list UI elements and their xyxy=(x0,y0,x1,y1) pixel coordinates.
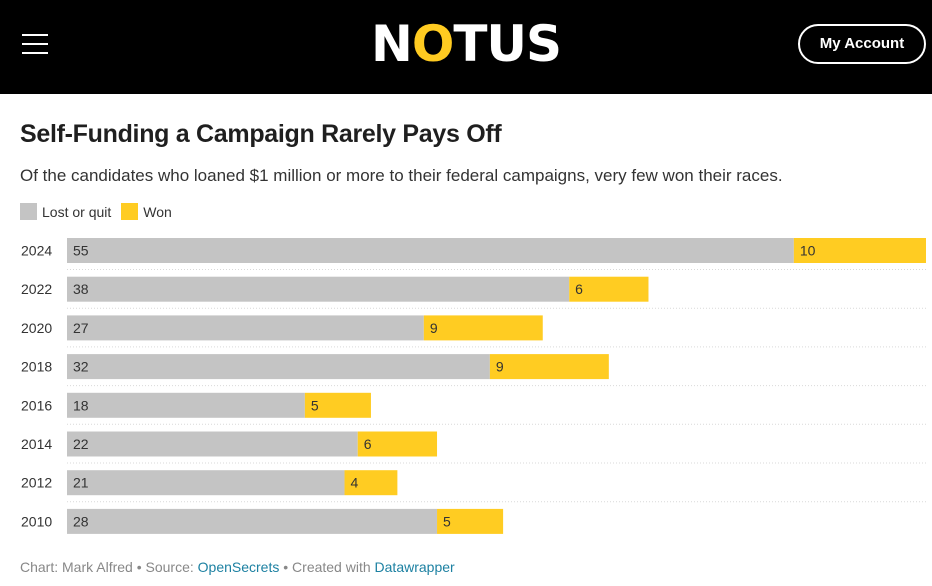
bar-lost xyxy=(67,276,570,302)
bar-value-lost: 55 xyxy=(73,243,89,259)
bar-lost xyxy=(67,470,345,496)
legend-label-won: Won xyxy=(143,203,172,220)
menu-icon-line xyxy=(22,34,48,36)
legend-swatch-won xyxy=(121,203,139,220)
menu-icon-line xyxy=(22,43,48,45)
chart-subtitle: Of the candidates who loaned $1 million … xyxy=(20,166,783,185)
year-label: 2016 xyxy=(21,397,52,413)
footer-created-with: • Created with xyxy=(279,559,375,575)
bar-value-lost: 22 xyxy=(73,436,89,452)
legend-swatch-lost xyxy=(20,203,37,220)
footer-credit: Chart: Mark Alfred • Source: xyxy=(20,559,198,575)
menu-icon-line xyxy=(22,52,48,54)
bar-chart: 2024 55 10 2022 38 6 2020 27 9 2018 32 9 2016 18 5 2014… xyxy=(21,238,926,534)
site-header: NOTUS My Account xyxy=(0,0,932,94)
bar-lost xyxy=(67,315,424,341)
chart-legend: Lost or quit Won xyxy=(20,203,182,220)
source-link[interactable]: OpenSecrets xyxy=(197,559,280,575)
bar-won xyxy=(423,315,543,341)
bar-value-won: 9 xyxy=(496,359,504,375)
bar-lost xyxy=(67,431,358,457)
bar-value-lost: 27 xyxy=(73,320,89,336)
bar-value-won: 6 xyxy=(364,436,372,452)
bar-won xyxy=(569,276,649,302)
bar-value-won: 9 xyxy=(430,320,438,336)
bar-lost xyxy=(67,508,438,534)
site-logo[interactable]: NOTUS xyxy=(0,14,932,74)
bar-value-won: 10 xyxy=(800,243,816,259)
bar-value-won: 5 xyxy=(311,397,319,413)
bar-won xyxy=(793,238,926,263)
bar-value-lost: 32 xyxy=(73,359,89,375)
year-label: 2014 xyxy=(21,436,52,452)
bar-value-won: 4 xyxy=(351,475,359,491)
logo-text: N xyxy=(370,15,413,73)
bar-lost xyxy=(67,392,305,418)
bar-value-lost: 28 xyxy=(73,513,89,529)
logo-text: TUS xyxy=(453,15,562,73)
bar-value-won: 5 xyxy=(443,513,451,529)
bar-value-won: 6 xyxy=(575,281,583,297)
bar-value-lost: 18 xyxy=(73,397,89,413)
bar-value-lost: 38 xyxy=(73,281,89,297)
my-account-button[interactable]: My Account xyxy=(798,24,926,64)
year-label: 2024 xyxy=(21,243,52,259)
year-label: 2012 xyxy=(21,475,52,491)
legend-label-lost: Lost or quit xyxy=(42,203,112,220)
year-label: 2020 xyxy=(21,320,52,336)
legend-item-lost: Lost or quit xyxy=(20,203,111,220)
chart-title: Self-Funding a Campaign Rarely Pays Off xyxy=(20,120,502,148)
bar-won xyxy=(357,431,438,457)
bar-won xyxy=(304,392,371,418)
menu-icon[interactable] xyxy=(22,32,48,56)
bar-value-lost: 21 xyxy=(73,475,89,491)
bar-won xyxy=(437,508,504,534)
datawrapper-link[interactable]: Datawrapper xyxy=(374,559,455,575)
year-label: 2022 xyxy=(21,281,52,297)
bar-won xyxy=(489,354,609,380)
chart-footer: Chart: Mark Alfred • Source: OpenSecrets… xyxy=(20,559,455,575)
bar-lost xyxy=(67,354,490,380)
bar-won xyxy=(344,470,398,496)
legend-item-won: Won xyxy=(121,203,172,220)
logo-accent-letter: O xyxy=(411,15,455,73)
year-label: 2018 xyxy=(21,359,52,375)
year-label: 2010 xyxy=(21,513,52,529)
bar-lost xyxy=(67,238,794,263)
